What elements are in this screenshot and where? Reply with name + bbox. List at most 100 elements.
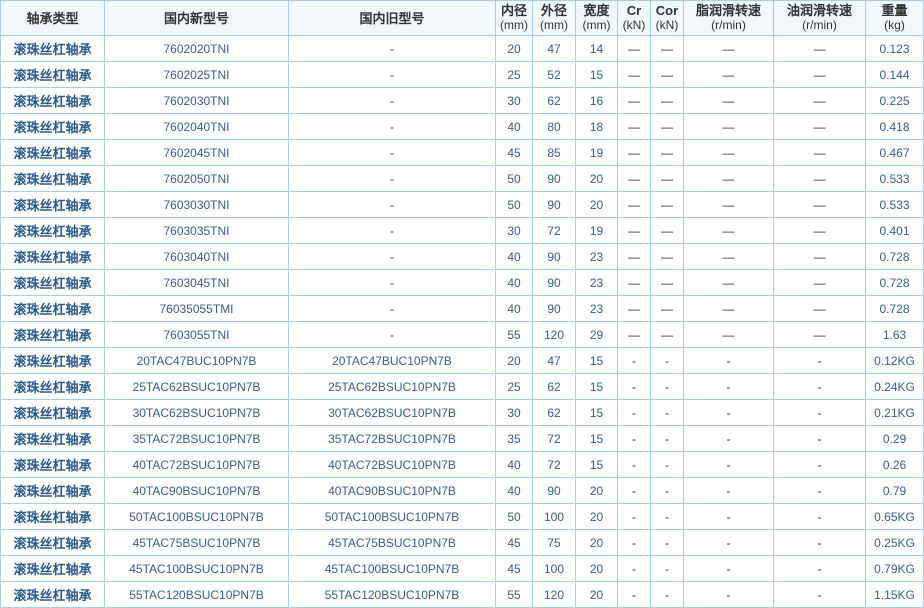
table-row: 滚珠丝杠轴承 7603040TNI -40 90 23— — — —0.728: [0, 243, 924, 270]
cell-new-model[interactable]: 7602020TNI: [104, 35, 289, 62]
cell-oil-speed: —: [773, 165, 866, 192]
cell-width: 23: [575, 269, 618, 296]
cell-grease-speed: -: [683, 555, 774, 582]
table-row: 滚珠丝杠轴承 7602040TNI -40 80 18— — — —0.418: [0, 113, 924, 140]
cell-cor: —: [650, 243, 684, 270]
cell-bearing-type[interactable]: 滚珠丝杠轴承: [0, 451, 105, 478]
cell-bearing-type[interactable]: 滚珠丝杠轴承: [0, 61, 105, 88]
cell-outer-diameter: 85: [532, 139, 576, 166]
cell-new-model[interactable]: 50TAC100BSUC10PN7B: [104, 503, 289, 530]
cell-bearing-type[interactable]: 滚珠丝杠轴承: [0, 217, 105, 244]
cell-bearing-type[interactable]: 滚珠丝杠轴承: [0, 139, 105, 166]
cell-oil-speed: -: [773, 451, 866, 478]
cell-new-model[interactable]: 20TAC47BUC10PN7B: [104, 347, 289, 374]
cell-bearing-type[interactable]: 滚珠丝杠轴承: [0, 321, 105, 348]
cell-old-model: 20TAC47BUC10PN7B: [288, 347, 496, 374]
cell-cr: —: [617, 295, 651, 322]
cell-new-model[interactable]: 45TAC100BSUC10PN7B: [104, 555, 289, 582]
cell-cor: -: [650, 399, 684, 426]
cell-oil-speed: —: [773, 139, 866, 166]
cell-weight: 0.418: [865, 113, 924, 140]
cell-width: 15: [575, 61, 618, 88]
cell-new-model[interactable]: 45TAC75BSUC10PN7B: [104, 529, 289, 556]
header-row: 轴承类型 国内新型号 国内旧型号 内径 (mm) 外径 (mm) 宽度 (mm) Cr (kN) Co…: [0, 0, 924, 36]
cell-new-model[interactable]: 7602030TNI: [104, 87, 289, 114]
cell-new-model[interactable]: 35TAC72BSUC10PN7B: [104, 425, 289, 452]
table-row: 滚珠丝杠轴承 45TAC75BSUC10PN7B 45TAC75BSUC10PN7B…: [0, 529, 924, 556]
header-label: 国内新型号: [163, 10, 229, 26]
cell-new-model[interactable]: 7603045TNI: [104, 269, 289, 296]
cell-old-model: -: [288, 321, 496, 348]
cell-grease-speed: —: [683, 165, 774, 192]
cell-bearing-type[interactable]: 滚珠丝杠轴承: [0, 373, 105, 400]
table-row: 滚珠丝杠轴承 55TAC120BSUC10PN7B 55TAC120BSUC10PN…: [0, 581, 924, 608]
cell-oil-speed: -: [773, 477, 866, 504]
cell-new-model[interactable]: 30TAC62BSUC10PN7B: [104, 399, 289, 426]
cell-weight: 0.21KG: [865, 399, 924, 426]
cell-bearing-type[interactable]: 滚珠丝杠轴承: [0, 295, 105, 322]
cell-oil-speed: —: [773, 321, 866, 348]
cell-width: 20: [575, 477, 618, 504]
cell-inner-diameter: 30: [495, 217, 533, 244]
cell-inner-diameter: 50: [495, 165, 533, 192]
cell-cr: —: [617, 321, 651, 348]
cell-bearing-type[interactable]: 滚珠丝杠轴承: [0, 347, 105, 374]
cell-new-model[interactable]: 25TAC62BSUC10PN7B: [104, 373, 289, 400]
cell-bearing-type[interactable]: 滚珠丝杠轴承: [0, 581, 105, 608]
cell-new-model[interactable]: 7602050TNI: [104, 165, 289, 192]
cell-bearing-type[interactable]: 滚珠丝杠轴承: [0, 269, 105, 296]
cell-new-model[interactable]: 7603030TNI: [104, 191, 289, 218]
cell-outer-diameter: 52: [532, 61, 576, 88]
cell-bearing-type[interactable]: 滚珠丝杠轴承: [0, 113, 105, 140]
cell-width: 15: [575, 425, 618, 452]
cell-inner-diameter: 35: [495, 425, 533, 452]
cell-bearing-type[interactable]: 滚珠丝杠轴承: [0, 425, 105, 452]
cell-grease-speed: —: [683, 35, 774, 62]
header-inner-diameter: 内径 (mm): [495, 0, 533, 36]
cell-outer-diameter: 62: [532, 373, 576, 400]
cell-bearing-type[interactable]: 滚珠丝杠轴承: [0, 399, 105, 426]
table-row: 滚珠丝杠轴承 7603055TNI -55 120 29— — — —1.63: [0, 321, 924, 348]
cell-new-model[interactable]: 55TAC120BSUC10PN7B: [104, 581, 289, 608]
cell-bearing-type[interactable]: 滚珠丝杠轴承: [0, 555, 105, 582]
cell-grease-speed: -: [683, 425, 774, 452]
cell-weight: 0.533: [865, 191, 924, 218]
cell-new-model[interactable]: 76035055TMI: [104, 295, 289, 322]
cell-bearing-type[interactable]: 滚珠丝杠轴承: [0, 191, 105, 218]
cell-cor: -: [650, 581, 684, 608]
cell-new-model[interactable]: 7603040TNI: [104, 243, 289, 270]
cell-bearing-type[interactable]: 滚珠丝杠轴承: [0, 165, 105, 192]
cell-cor: —: [650, 61, 684, 88]
cell-bearing-type[interactable]: 滚珠丝杠轴承: [0, 503, 105, 530]
cell-bearing-type[interactable]: 滚珠丝杠轴承: [0, 87, 105, 114]
cell-new-model[interactable]: 7603035TNI: [104, 217, 289, 244]
cell-new-model[interactable]: 7602045TNI: [104, 139, 289, 166]
cell-inner-diameter: 40: [495, 243, 533, 270]
cell-new-model[interactable]: 7602025TNI: [104, 61, 289, 88]
cell-weight: 1.63: [865, 321, 924, 348]
table-row: 滚珠丝杠轴承 50TAC100BSUC10PN7B 50TAC100BSUC10PN…: [0, 503, 924, 530]
table-row: 滚珠丝杠轴承 30TAC62BSUC10PN7B 30TAC62BSUC10PN7B…: [0, 399, 924, 426]
cell-new-model[interactable]: 40TAC90BSUC10PN7B: [104, 477, 289, 504]
cell-outer-diameter: 47: [532, 35, 576, 62]
cell-cor: -: [650, 477, 684, 504]
cell-outer-diameter: 100: [532, 503, 576, 530]
cell-cor: —: [650, 295, 684, 322]
cell-bearing-type[interactable]: 滚珠丝杠轴承: [0, 35, 105, 62]
cell-outer-diameter: 75: [532, 529, 576, 556]
cell-bearing-type[interactable]: 滚珠丝杠轴承: [0, 477, 105, 504]
cell-cr: -: [617, 347, 651, 374]
cell-cr: -: [617, 477, 651, 504]
cell-outer-diameter: 62: [532, 399, 576, 426]
cell-new-model[interactable]: 40TAC72BSUC10PN7B: [104, 451, 289, 478]
header-unit: (mm): [582, 18, 611, 32]
table-row: 滚珠丝杠轴承 7602030TNI -30 62 16— — — —0.225: [0, 87, 924, 114]
header-old-model: 国内旧型号: [288, 0, 496, 36]
cell-oil-speed: —: [773, 243, 866, 270]
cell-outer-diameter: 72: [532, 425, 576, 452]
cell-bearing-type[interactable]: 滚珠丝杠轴承: [0, 529, 105, 556]
cell-new-model[interactable]: 7603055TNI: [104, 321, 289, 348]
cell-outer-diameter: 72: [532, 451, 576, 478]
cell-new-model[interactable]: 7602040TNI: [104, 113, 289, 140]
cell-bearing-type[interactable]: 滚珠丝杠轴承: [0, 243, 105, 270]
